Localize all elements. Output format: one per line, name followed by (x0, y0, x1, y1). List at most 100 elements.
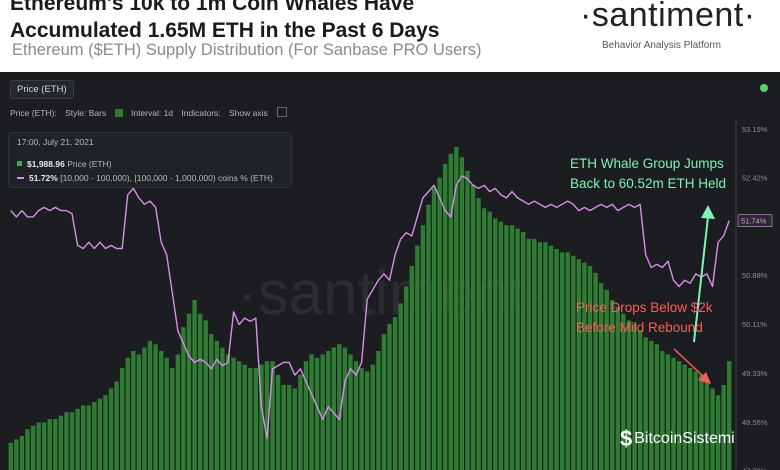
interval-select[interactable]: Interval: 1d (130, 108, 174, 118)
price-bar (186, 313, 192, 470)
price-bar (58, 415, 64, 470)
price-bar (225, 354, 231, 470)
price-bar (181, 327, 186, 470)
price-bar (509, 225, 515, 470)
price-bar (86, 405, 91, 470)
price-bar (454, 147, 459, 470)
price-bar (576, 259, 582, 470)
price-bar (426, 204, 431, 470)
price-bar (8, 442, 13, 470)
santiment-logo: ·santiment· (580, 0, 756, 34)
price-bar (170, 368, 175, 470)
tooltip-price-value: $1,988.96 (27, 159, 65, 169)
price-bar (615, 306, 621, 470)
price-bar (465, 170, 470, 470)
chart-panel: ·santiment· 53.19% 52.42% 50.88% 50.11% 49.33… (0, 72, 780, 470)
price-bar (131, 351, 136, 470)
price-bar (448, 153, 453, 470)
current-value-tag (737, 214, 773, 227)
annotation-price-drop: Price Drops Below $2k Before Mild Reboun… (576, 298, 713, 338)
tooltip: 17:00, July 21, 2021 $1,988.96 Price (ET… (8, 132, 292, 188)
price-bar (431, 187, 437, 470)
price-bar (548, 245, 554, 470)
price-bar (25, 429, 30, 470)
color-swatch-icon[interactable] (114, 109, 123, 117)
price-bar (353, 361, 359, 470)
price-bar (36, 422, 41, 470)
y-tick-label: 52.42% (742, 174, 768, 183)
indicators-select[interactable]: Indicators: (181, 108, 221, 118)
price-bar (298, 374, 303, 470)
price-bar (520, 232, 526, 470)
price-bar (287, 385, 292, 470)
price-bar (209, 334, 214, 470)
price-bar (610, 300, 615, 470)
price-bar (220, 347, 225, 470)
price-bar (203, 320, 208, 470)
annotation-green-line-1: ETH Whale Group Jumps (570, 156, 724, 171)
annotation-green-line-2: Back to 60.52m ETH Held (570, 176, 727, 191)
annotation-red-line-2: Before Mild Rebound (576, 320, 703, 335)
tooltip-supply-value: 51.72% (29, 173, 58, 183)
price-bar (370, 364, 375, 470)
supply-marker-icon (17, 177, 24, 179)
show-axis-checkbox[interactable] (276, 107, 287, 117)
tab-price-eth[interactable]: Price (ETH) (10, 80, 74, 99)
tooltip-supply-row: 51.72% [10,000 - 100,000), [100,000 - 1,… (17, 173, 273, 183)
tooltip-supply-label: [10,000 - 100,000), [100,000 - 1,000,000… (60, 173, 273, 183)
price-bar (649, 340, 654, 470)
y-tick-label: 50.88% (742, 271, 768, 280)
price-bar (387, 323, 392, 470)
price-bar (114, 381, 119, 470)
price-bar (275, 374, 281, 470)
price-bar (699, 374, 704, 470)
status-dot-icon (760, 84, 768, 92)
dollar-logo-icon: $ (620, 426, 633, 451)
price-bar (571, 255, 576, 470)
price-bar (175, 354, 181, 470)
subhead: Ethereum ($ETH) Supply Distribution (For… (12, 41, 482, 59)
price-bar (587, 266, 593, 470)
price-bar (481, 208, 487, 470)
price-bar (197, 313, 203, 470)
price-bar (142, 347, 147, 470)
price-bar (30, 425, 36, 470)
red-arrow-head (698, 372, 711, 384)
price-bar (682, 364, 687, 470)
price-bar (704, 381, 710, 470)
price-bar (582, 262, 587, 470)
price-bar (693, 371, 698, 470)
price-bar (381, 334, 387, 470)
price-bar (376, 351, 381, 470)
price-bar (326, 351, 331, 470)
price-bar (637, 330, 643, 470)
price-bar (604, 289, 609, 470)
price-bar (147, 340, 153, 470)
y-tick-label: 48.56% (742, 418, 768, 427)
price-bar (264, 361, 270, 470)
headline: Ethereum's 10k to 1m Coin Whales Have Ac… (10, 0, 440, 42)
green-arrow-head (701, 205, 715, 219)
y-tick-label: 53.19% (742, 125, 768, 134)
price-bar (621, 313, 626, 470)
price-bar (654, 344, 659, 470)
tooltip-date: 17:00, July 21, 2021 (17, 137, 94, 147)
price-bar (443, 164, 448, 470)
price-bar (69, 412, 75, 470)
style-select[interactable]: Style: Bars (65, 108, 107, 118)
price-bar (554, 249, 559, 470)
price-bar (543, 242, 548, 470)
tooltip-price-row: $1,988.96 Price (ETH) (17, 159, 112, 169)
price-bar (248, 368, 253, 470)
price-bar (504, 225, 509, 470)
green-arrow-shaft (693, 216, 709, 343)
price-bar (671, 357, 676, 470)
price-bar (710, 388, 715, 470)
price-bar (281, 385, 286, 470)
price-bar (532, 238, 537, 470)
price-bar (309, 354, 314, 470)
chart: ·santiment·53.19%52.42%50.88%50.11%49.33… (8, 120, 773, 470)
tagline: Behavior Analysis Platform (602, 40, 721, 51)
price-bar (676, 361, 682, 470)
price-bar (103, 395, 108, 470)
